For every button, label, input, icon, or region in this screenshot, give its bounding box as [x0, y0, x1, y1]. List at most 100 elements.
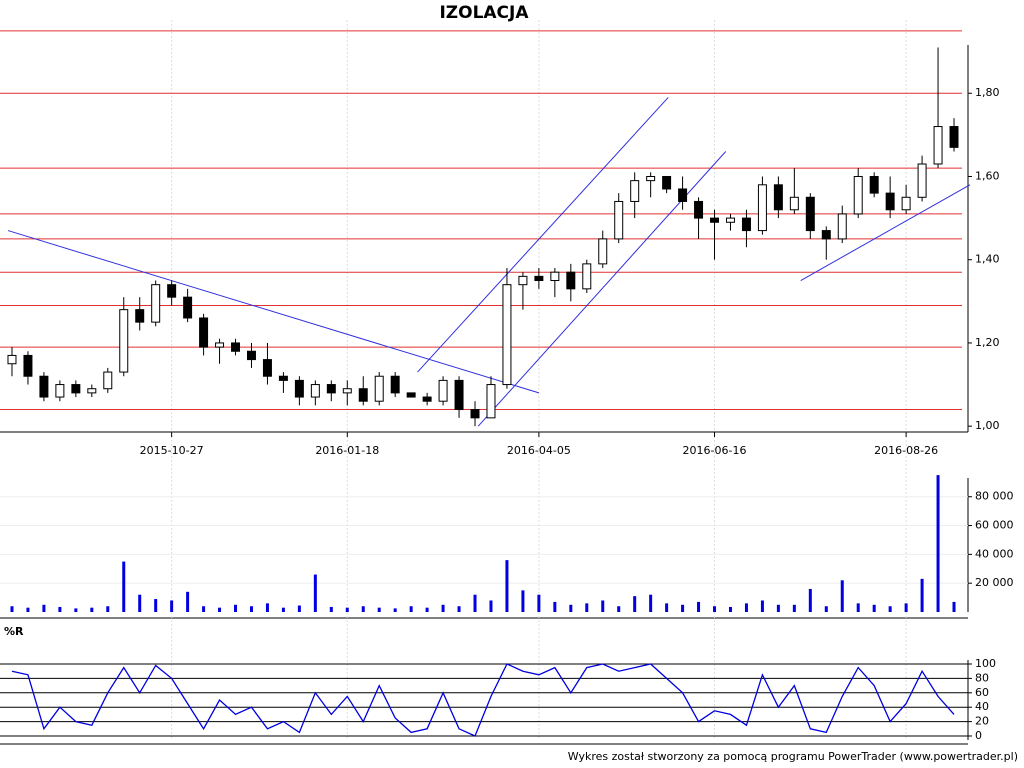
candle-body [502, 284, 512, 386]
volume-bar [234, 604, 238, 612]
candle-body [582, 263, 592, 290]
candle-body [310, 384, 320, 398]
candle-body [262, 359, 272, 377]
candle-body [901, 196, 911, 211]
trend-line [477, 151, 727, 427]
candle-body [694, 200, 704, 219]
volume-bar [776, 604, 780, 612]
volume-bar [58, 606, 62, 612]
candle-body [406, 392, 416, 398]
x-tick-label: 2016-04-05 [507, 444, 571, 457]
volume-bar [537, 594, 541, 612]
volume-bar [441, 604, 445, 612]
candle-body [646, 175, 656, 182]
candle-body [550, 271, 560, 282]
candle-body [87, 388, 97, 394]
candle-body [678, 188, 688, 202]
volume-bar [345, 607, 349, 612]
volume-bar [281, 607, 285, 612]
candle-body [837, 213, 847, 240]
volume-bar [697, 601, 701, 612]
volume-bar [792, 604, 796, 612]
candle-body [135, 309, 145, 323]
candle-body [662, 175, 672, 190]
y-tick-label: 1,20 [975, 336, 1000, 349]
volume-bar [569, 604, 573, 612]
candle-body [869, 175, 879, 194]
volume-bar [361, 606, 365, 612]
volume-bar [10, 606, 14, 612]
y-tick-label: 60 000 [975, 519, 1014, 532]
volume-bar [42, 604, 46, 612]
y-tick-label: 40 [975, 700, 989, 713]
volume-bar [713, 606, 717, 612]
y-tick-label: 100 [975, 657, 996, 670]
volume-bar [872, 604, 876, 612]
volume-bar [377, 607, 381, 612]
y-tick-label: 20 000 [975, 576, 1014, 589]
candle-body [103, 371, 113, 390]
candle-body [566, 271, 576, 290]
candle-body [390, 375, 400, 394]
volume-bar [154, 599, 158, 612]
candle-body [534, 275, 544, 282]
candle-body [119, 309, 129, 373]
volume-bar [489, 600, 493, 612]
candle-body [933, 126, 943, 165]
volume-bar [122, 561, 126, 612]
candle-body [598, 238, 608, 265]
volume-bar [170, 600, 174, 612]
volume-bar [920, 578, 924, 612]
volume-bar [409, 606, 413, 612]
indicator-line [11, 663, 955, 737]
y-tick-label: 60 [975, 686, 989, 699]
y-tick-label: 20 [975, 715, 989, 728]
candle-body [789, 196, 799, 211]
candle-body [183, 296, 193, 319]
candle-body [167, 284, 177, 298]
candle-body [7, 354, 17, 365]
volume-bar [249, 606, 253, 612]
candle-body [39, 375, 49, 398]
candle-body [358, 388, 368, 402]
candle-body [949, 126, 959, 148]
candle-body [630, 180, 640, 202]
volume-bar [617, 606, 621, 612]
candle-body [470, 409, 480, 419]
candle-body [917, 163, 927, 198]
trend-line [800, 184, 971, 281]
volume-bar [888, 606, 892, 612]
volume-bar [425, 607, 429, 612]
trend-line [7, 230, 540, 394]
trend-line [417, 97, 669, 373]
candle-body [805, 196, 815, 232]
candle-body [422, 396, 432, 402]
volume-bar [90, 607, 94, 612]
volume-bar [457, 606, 461, 612]
volume-bar [202, 606, 206, 612]
candle-body [231, 342, 241, 352]
volume-bar [297, 605, 301, 612]
volume-bar [728, 606, 732, 612]
y-tick-label: 80 [975, 671, 989, 684]
candle-body [518, 275, 528, 286]
x-tick-label: 2016-08-26 [874, 444, 938, 457]
candle-body [246, 350, 256, 361]
candle-body [725, 217, 735, 223]
candle-body [294, 379, 304, 398]
candle-body [342, 388, 352, 394]
volume-bar [313, 574, 317, 612]
volume-bar [952, 601, 956, 612]
x-tick-label: 2016-06-16 [683, 444, 747, 457]
volume-bar [840, 580, 844, 612]
volume-bar [856, 603, 860, 612]
volume-bar [633, 596, 637, 612]
candle-body [215, 342, 225, 348]
volume-bar [218, 607, 222, 612]
volume-bar [824, 606, 828, 612]
volume-bar [473, 594, 477, 612]
panel-title: %R [4, 625, 24, 638]
volume-bar [760, 600, 764, 612]
candle-body [853, 175, 863, 215]
